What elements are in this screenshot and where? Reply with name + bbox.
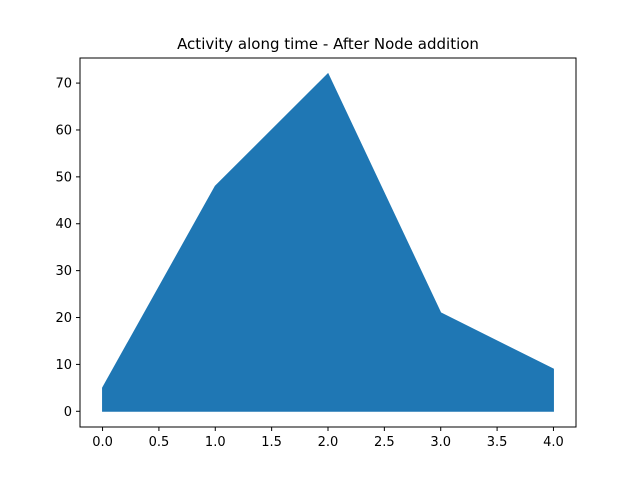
y-tick-label: 50 <box>55 170 72 185</box>
x-axis: 0.0 0.5 1.0 1.5 2.0 2.5 3.0 3.5 4.0 <box>92 427 564 450</box>
x-tick-label: 1.0 <box>205 435 226 450</box>
chart-title: Activity along time - After Node additio… <box>177 35 479 53</box>
x-tick-label: 4.0 <box>543 435 564 450</box>
x-tick-label: 3.0 <box>430 435 451 450</box>
y-tick-label: 30 <box>55 264 72 279</box>
x-tick-label: 2.0 <box>318 435 339 450</box>
x-tick-label: 0.5 <box>149 435 170 450</box>
y-tick-label: 40 <box>55 217 72 232</box>
y-tick-label: 60 <box>55 123 72 138</box>
y-axis: 0 10 20 30 40 50 60 70 <box>55 77 80 420</box>
plot-area <box>102 72 554 412</box>
area-series-0 <box>102 72 554 412</box>
y-tick-label: 0 <box>64 405 72 420</box>
y-tick-label: 10 <box>55 358 72 373</box>
y-tick-label: 20 <box>55 311 72 326</box>
x-tick-label: 1.5 <box>261 435 282 450</box>
x-tick-label: 0.0 <box>92 435 113 450</box>
y-tick-label: 70 <box>55 77 72 92</box>
x-tick-label: 3.5 <box>487 435 508 450</box>
x-tick-label: 2.5 <box>374 435 395 450</box>
